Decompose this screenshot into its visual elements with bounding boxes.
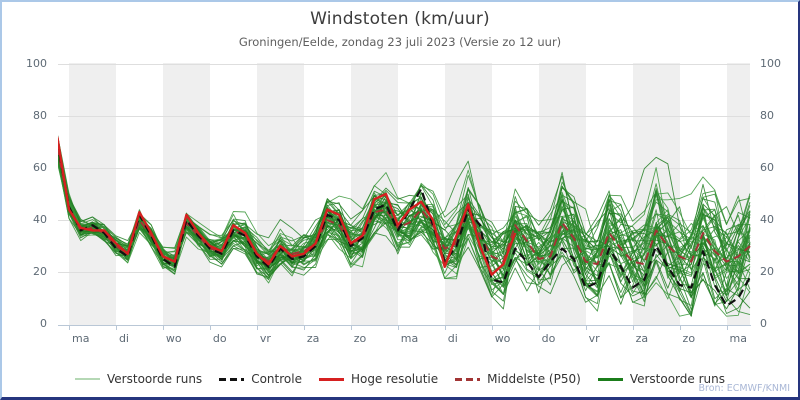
shaded-day-band — [162, 63, 210, 325]
day-label: wo02-08 — [494, 332, 511, 345]
x-axis-tick — [162, 326, 164, 330]
source-attribution: Bron: ECMWF/KNMI — [698, 383, 791, 394]
day-label: do03-08 — [541, 332, 556, 345]
shaded-day-band — [444, 63, 492, 325]
x-axis-tick — [679, 326, 681, 330]
y-tick-label: 100 — [760, 57, 781, 70]
x-axis-tick — [444, 326, 446, 330]
legend-label: Verstoorde runs — [629, 372, 725, 386]
day-label: ma31-07 — [400, 332, 419, 345]
legend-line-swatch — [219, 377, 245, 381]
y-tick-label: 20 — [760, 265, 774, 278]
x-axis-tick — [538, 326, 540, 330]
legend-item-controle: Controle — [219, 372, 302, 386]
legend-label: Verstoorde runs — [107, 372, 203, 386]
day-label: ma24-07 — [72, 332, 90, 345]
y-tick-label: 0 — [40, 317, 47, 330]
legend-item-verstoorde-runs: Verstoorde runs — [75, 372, 202, 386]
gridline — [58, 64, 750, 65]
legend-label: Middelste (P50) — [487, 372, 581, 386]
legend-label: Hoge resolutie — [350, 372, 439, 386]
x-axis-tick — [350, 326, 352, 330]
y-tick-label: 40 — [33, 213, 47, 226]
y-tick-label: 80 — [33, 109, 47, 122]
shaded-day-band — [632, 63, 680, 325]
page-title: Windstoten (km/uur) — [310, 9, 490, 29]
x-axis-tick — [397, 326, 399, 330]
day-label: vr04-08 — [588, 332, 600, 345]
x-axis-tick — [632, 326, 634, 330]
x-axis-tick — [303, 326, 305, 330]
shaded-day-band — [69, 63, 116, 325]
day-label: ma07-08 — [729, 332, 747, 345]
y-tick-label: 60 — [33, 161, 47, 174]
gridline — [58, 168, 750, 169]
day-label: za29-07 — [306, 332, 320, 345]
shaded-day-band — [726, 63, 750, 325]
legend-line-swatch — [455, 377, 481, 381]
x-axis-tick — [491, 326, 493, 330]
legend-line-swatch — [75, 378, 101, 380]
gridline — [58, 116, 750, 117]
legend-line-swatch — [318, 377, 344, 381]
shaded-day-band — [350, 63, 398, 325]
legend-item-verstoorde-runs: Verstoorde runs — [597, 372, 725, 386]
x-axis-tick — [256, 326, 258, 330]
x-axis-tick — [69, 326, 70, 330]
shaded-day-band — [256, 63, 304, 325]
y-tick-label: 20 — [33, 265, 47, 278]
day-label: wo26-07 — [165, 332, 182, 345]
day-label: di01-08 — [447, 332, 458, 345]
x-axis-tick — [726, 326, 728, 330]
legend-item-hoge-resolutie: Hoge resolutie — [318, 372, 439, 386]
chart-subtitle: Groningen/Eelde, zondag 23 juli 2023 (Ve… — [238, 35, 562, 49]
gridline — [58, 272, 750, 273]
y-tick-label: 80 — [760, 109, 774, 122]
legend: Verstoorde runs Controle Hoge resolutie Mid… — [2, 372, 798, 386]
gridline — [58, 220, 750, 221]
legend-label: Controle — [251, 372, 302, 386]
y-tick-label: 0 — [760, 317, 767, 330]
day-label: do27-07 — [212, 332, 227, 345]
legend-line-swatch — [597, 377, 623, 381]
x-axis-tick — [209, 326, 211, 330]
day-label: di25-07 — [118, 332, 129, 345]
y-tick-label: 100 — [26, 57, 47, 70]
day-label: zo30-07 — [353, 332, 367, 345]
y-tick-label: 60 — [760, 161, 774, 174]
x-axis-line — [58, 325, 751, 326]
shaded-day-band — [538, 63, 586, 325]
day-label: za05-08 — [635, 332, 649, 345]
day-label: zo06-08 — [682, 332, 696, 345]
day-label: vr28-07 — [259, 332, 271, 345]
x-axis-tick — [115, 326, 117, 330]
y-tick-label: 40 — [760, 213, 774, 226]
legend-item-middelste-p50-: Middelste (P50) — [455, 372, 581, 386]
x-axis-tick — [585, 326, 587, 330]
